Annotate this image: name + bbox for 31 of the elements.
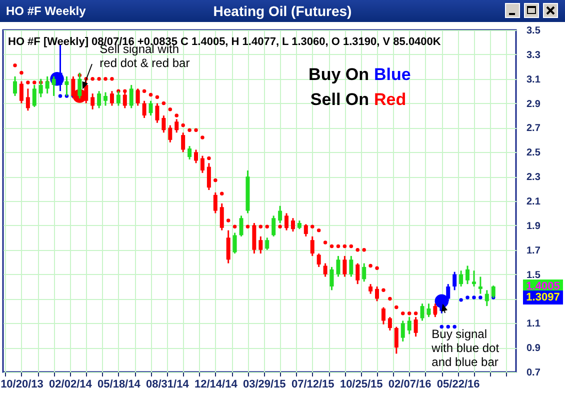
y-tick-label: 3.5 (526, 26, 541, 36)
annotation: Buy On Blue (308, 65, 411, 84)
x-tick-label: 10/20/13 (0, 378, 44, 390)
y-tick-label: 2.5 (526, 148, 541, 159)
y-tick-label: 3.3 (526, 50, 541, 61)
y-tick-label: 0.7 (526, 368, 541, 378)
x-tick-label: 10/25/15 (340, 378, 383, 390)
chart-title: Heating Oil (Futures) (213, 3, 352, 19)
y-tick-label: 2.3 (526, 172, 541, 184)
x-tick-label: 05/22/16 (436, 378, 480, 390)
annotation: Sell On Red (310, 90, 406, 109)
y-tick-label: 2.7 (526, 123, 541, 134)
x-tick-label: 02/02/14 (49, 378, 93, 390)
y-tick-label: 1.1 (526, 318, 541, 330)
y-tick-label: 0.9 (526, 343, 541, 354)
text: 1.3097 (526, 291, 560, 304)
y-tick-label: 2.1 (526, 196, 541, 208)
text: 1.4005 (526, 280, 560, 292)
y-tick-label: 1.7 (526, 245, 541, 256)
x-tick-label: 02/07/16 (388, 378, 432, 390)
x-tick-label: 03/29/15 (242, 378, 286, 390)
y-tick-label: 1.9 (526, 220, 541, 232)
annotation: Buy signal with blue dot and blue bar (430, 327, 500, 370)
x-tick-label: 05/18/14 (98, 378, 142, 390)
x-tick-label: 07/12/15 (291, 378, 334, 390)
x-tick-label: 08/31/14 (146, 378, 190, 390)
y-tick-label: 2.9 (526, 98, 541, 110)
y-tick-label: 1.5 (526, 270, 541, 281)
x-tick-label: 12/14/14 (194, 378, 238, 390)
chart-subtitle: HO #F Weekly (6, 4, 86, 18)
y-tick-label: 3.1 (526, 74, 541, 86)
